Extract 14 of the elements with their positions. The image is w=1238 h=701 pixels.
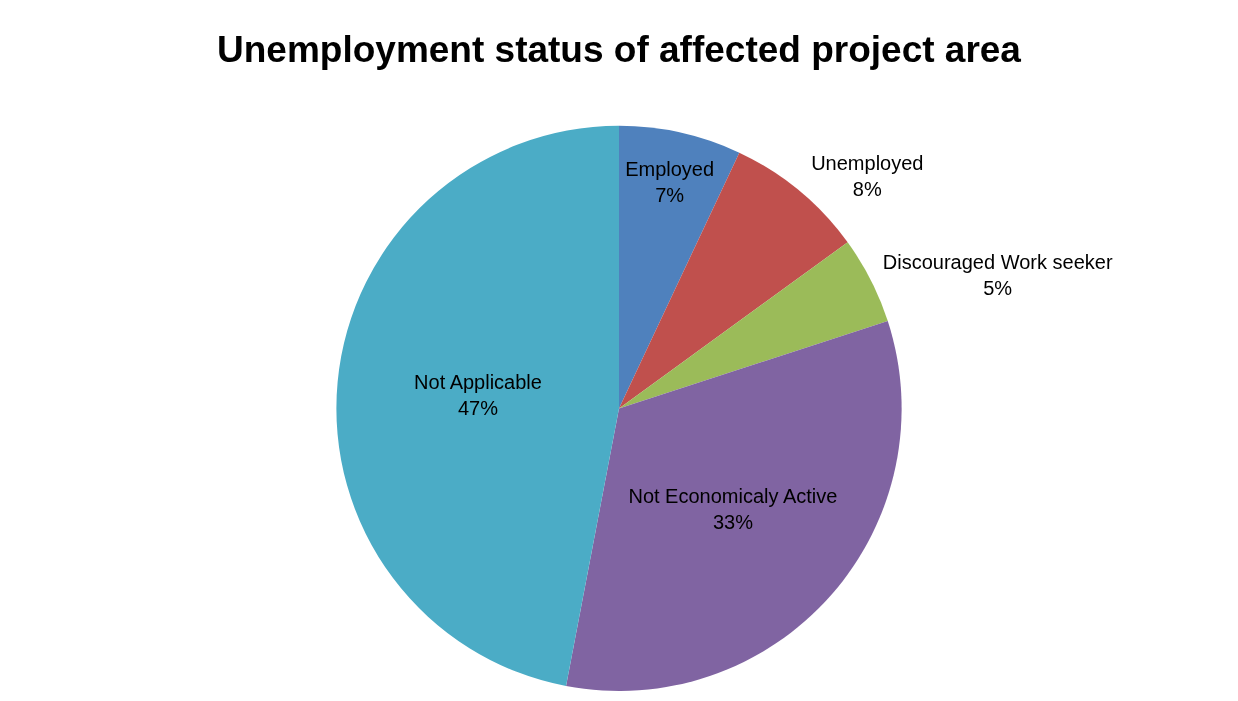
slice-label: Not Economicaly Active [628,484,838,507]
data-label: 5% [983,277,1013,300]
chart-title: Unemployment status of affected project area [217,29,1022,71]
data-label: 33% [712,510,754,533]
pie-slice [619,125,740,409]
slice-label: Not Applicable [414,371,542,394]
pie-slice [336,125,619,686]
data-label: 8% [852,178,882,201]
data-label: 47% [457,397,499,420]
pie-slice [566,321,902,691]
slice-label: Employed [625,157,715,180]
data-label: 7% [655,183,685,206]
slice-label: Discouraged Work seeker [882,251,1113,274]
slice-label: Unemployed [811,152,924,175]
